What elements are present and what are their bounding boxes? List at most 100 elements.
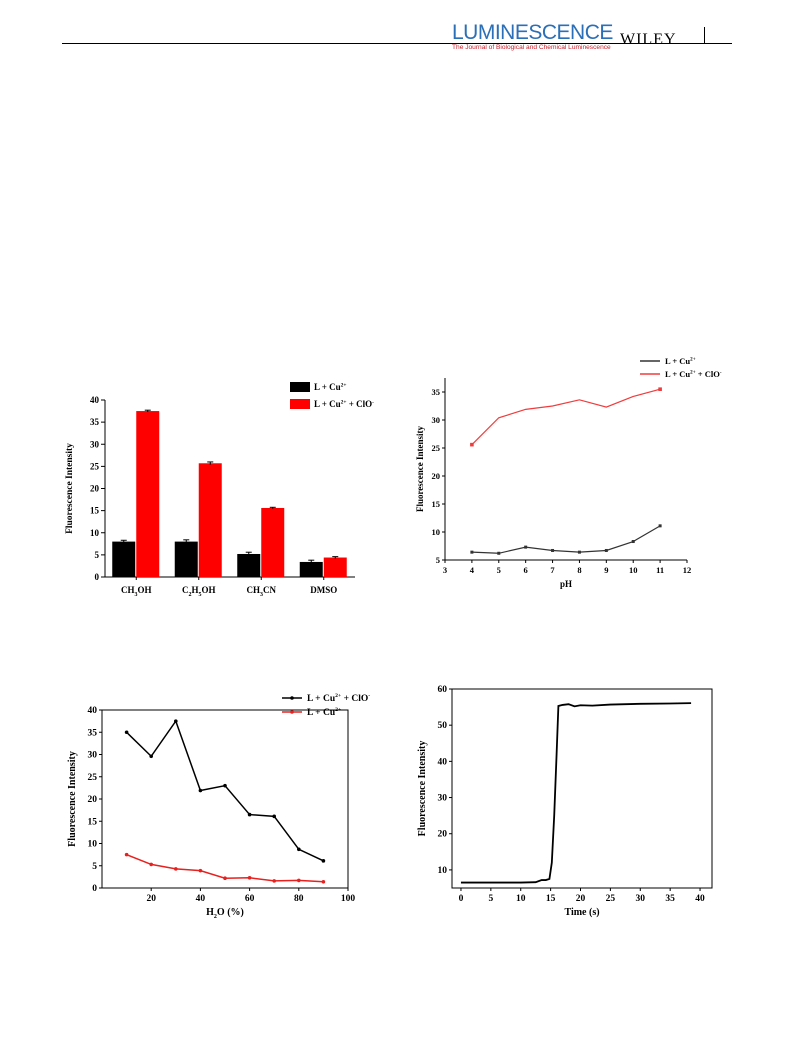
y-tick-label: 15 bbox=[90, 506, 100, 516]
x-tick-label: 11 bbox=[656, 565, 664, 575]
x-tick-label: 0 bbox=[459, 894, 464, 904]
y-tick-label: 25 bbox=[88, 773, 98, 783]
y-tick-label: 40 bbox=[90, 395, 100, 405]
x-tick-label: 10 bbox=[516, 894, 526, 904]
data-point bbox=[297, 878, 301, 883]
y-axis-label: Fluorescence Intensity bbox=[415, 425, 425, 512]
header-divider bbox=[704, 27, 705, 44]
y-tick-label: 5 bbox=[436, 555, 440, 565]
data-point bbox=[223, 876, 227, 881]
y-tick-label: 20 bbox=[90, 484, 100, 494]
ph-line-chart: 3 4 5 6 7 8 9 10 11 12 5 10 15 20 25 30 35 pH Fluorescence… bbox=[415, 356, 722, 589]
data-point bbox=[658, 387, 662, 391]
y-tick-label: 35 bbox=[90, 417, 100, 427]
y-tick-label: 20 bbox=[438, 830, 448, 840]
data-point bbox=[124, 730, 129, 735]
data-point bbox=[149, 754, 153, 759]
x-tick-label: 15 bbox=[546, 894, 556, 904]
data-point bbox=[631, 540, 635, 544]
plot-frame bbox=[101, 709, 349, 889]
legend-swatch bbox=[290, 399, 310, 409]
data-point bbox=[321, 859, 326, 863]
data-point bbox=[124, 852, 129, 857]
data-point bbox=[247, 812, 252, 817]
y-tick-label: 25 bbox=[90, 461, 100, 471]
legend-label: L + Cu2+ + ClO- bbox=[307, 693, 370, 704]
data-point bbox=[272, 879, 276, 883]
legend-label: L + Cu2+ bbox=[314, 382, 346, 392]
x-tick-label: 7 bbox=[550, 565, 555, 575]
data-point bbox=[577, 550, 581, 554]
data-point bbox=[321, 879, 326, 884]
y-tick-label: 30 bbox=[90, 439, 100, 449]
x-tick-label: 25 bbox=[606, 894, 616, 904]
data-point bbox=[198, 788, 203, 793]
y-tick-label: 5 bbox=[92, 862, 97, 872]
x-tick-label: 40 bbox=[695, 894, 705, 904]
legend-marker bbox=[290, 710, 294, 714]
y-axis-label: Fluorescence Intensity bbox=[417, 741, 428, 837]
series-line bbox=[126, 719, 324, 862]
x-tick-label: 3 bbox=[443, 565, 447, 575]
journal-subtitle: The Journal of Biological and Chemical L… bbox=[452, 44, 611, 51]
data-point bbox=[174, 867, 178, 871]
x-tick-label: CH3OH bbox=[121, 585, 152, 598]
y-tick-label: 10 bbox=[438, 866, 448, 876]
x-tick-label: 12 bbox=[683, 565, 692, 575]
x-tick-label: 9 bbox=[604, 565, 608, 575]
y-tick-label: 5 bbox=[95, 550, 100, 560]
bar bbox=[299, 561, 323, 577]
x-tick-label: 4 bbox=[470, 565, 475, 575]
data-point bbox=[497, 551, 501, 555]
x-tick-label: 10 bbox=[629, 565, 638, 575]
data-point bbox=[247, 875, 252, 880]
time-response-line-chart: 0 5 10 15 20 25 30 35 40 10 20 30 40 50 60 Time (s) Fluo… bbox=[417, 685, 713, 918]
y-axis-label: Fluorescence Intensity bbox=[65, 443, 75, 534]
header-rule bbox=[62, 43, 732, 44]
publisher-name: WILEY bbox=[620, 31, 677, 48]
journal-brand: LUMINESCENCE The Journal of Biological a… bbox=[452, 22, 613, 52]
legend-label: L + Cu2+ bbox=[307, 707, 341, 718]
bar bbox=[198, 463, 222, 577]
solvent-bar-chart: 0 5 10 15 20 25 30 35 40 CH3OH C2H5OH CH3CN DMSO Fluo… bbox=[65, 382, 374, 598]
x-axis-label: pH bbox=[560, 579, 572, 589]
x-axis-label: Time (s) bbox=[564, 907, 599, 918]
x-tick-label: 5 bbox=[497, 565, 501, 575]
x-tick-label: CH3CN bbox=[247, 585, 277, 598]
x-tick-label: 6 bbox=[524, 565, 528, 575]
y-tick-label: 20 bbox=[88, 795, 98, 805]
data-point bbox=[524, 545, 528, 549]
x-tick-label: 35 bbox=[665, 894, 675, 904]
data-point bbox=[174, 719, 178, 723]
x-tick-label: 100 bbox=[341, 894, 356, 904]
x-tick-label: 30 bbox=[636, 894, 646, 904]
x-tick-label: 20 bbox=[576, 894, 586, 904]
x-tick-label: 8 bbox=[577, 565, 581, 575]
series-line bbox=[471, 525, 661, 554]
y-tick-label: 35 bbox=[432, 387, 441, 397]
bar bbox=[174, 541, 198, 577]
y-tick-label: 25 bbox=[432, 443, 441, 453]
legend-label: L + Cu2+ + ClO- bbox=[665, 369, 722, 379]
legend-marker bbox=[290, 696, 294, 700]
data-point bbox=[551, 548, 555, 552]
bar bbox=[136, 411, 160, 577]
y-tick-label: 40 bbox=[88, 706, 98, 716]
journal-name: LUMINESCENCE bbox=[452, 21, 613, 44]
y-tick-label: 50 bbox=[438, 721, 448, 731]
y-tick-label: 20 bbox=[432, 471, 441, 481]
x-tick-label: DMSO bbox=[310, 585, 337, 595]
bar bbox=[237, 553, 261, 577]
legend-label: L + Cu2+ bbox=[665, 356, 696, 366]
y-tick-label: 0 bbox=[95, 572, 100, 582]
data-point bbox=[149, 862, 153, 867]
series-line bbox=[471, 388, 661, 446]
legend-swatch bbox=[290, 382, 310, 392]
y-tick-label: 15 bbox=[432, 499, 441, 509]
data-point bbox=[470, 550, 474, 554]
bar bbox=[323, 557, 347, 577]
y-tick-label: 60 bbox=[438, 685, 448, 695]
data-point bbox=[470, 442, 474, 447]
plot-frame bbox=[451, 688, 713, 889]
bar bbox=[261, 507, 285, 577]
